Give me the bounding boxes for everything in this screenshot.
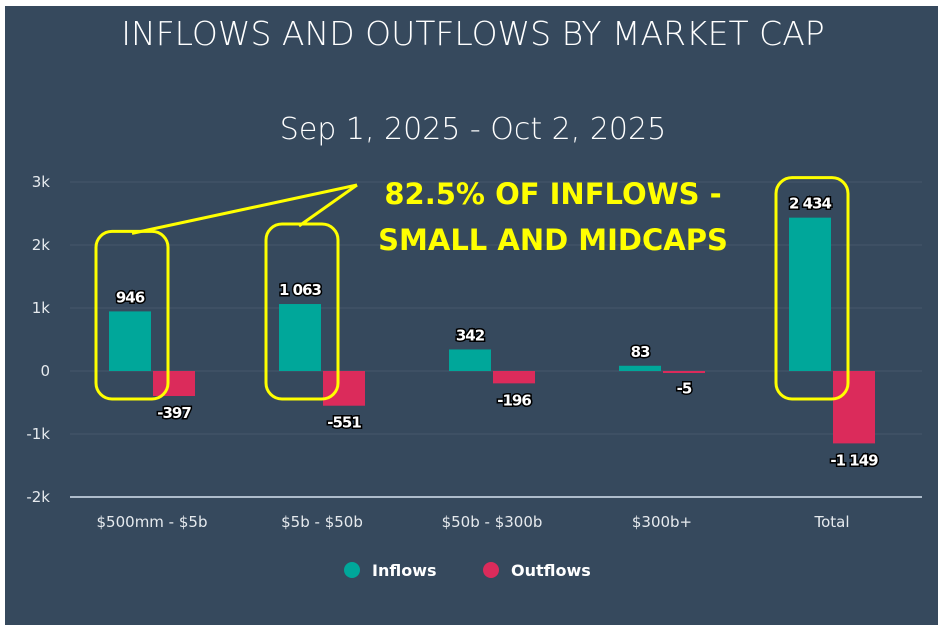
callout-line (298, 183, 358, 228)
outflow-bar (323, 371, 365, 406)
highlight-oval (94, 229, 170, 401)
inflow-value-label: 342 (456, 326, 485, 344)
y-tick-label: 2k (32, 236, 51, 254)
annotation-line-2: SMALL AND MIDCAPS (378, 223, 728, 257)
outflow-bar (493, 371, 535, 384)
legend-inflows-marker (344, 562, 360, 578)
callout-line (131, 183, 358, 235)
outflow-bar (153, 371, 195, 397)
outflow-value-label: -397 (157, 404, 191, 422)
y-axis-ticks: 3k 2k 1k 0 -1k -2k (26, 173, 50, 506)
chart-panel (5, 6, 938, 625)
category-label: $5b - $50b (281, 513, 363, 531)
chart-title: INFLOWS AND OUTFLOWS BY MARKET CAP (121, 14, 825, 53)
highlight-oval (774, 176, 850, 401)
outflow-value-label: -551 (327, 414, 361, 432)
chart-subtitle: Sep 1, 2025 - Oct 2, 2025 (279, 112, 667, 147)
inflow-value-label: 2 434 (789, 195, 832, 213)
inflow-bar (279, 304, 321, 371)
legend: Inflows Outflows (344, 561, 591, 580)
inflow-value-label: 83 (631, 343, 650, 361)
inflow-value-label: 946 (116, 288, 145, 306)
category-label: $500mm - $5b (97, 513, 208, 531)
category-label: $50b - $300b (442, 513, 543, 531)
category-label: Total (813, 513, 849, 531)
inflow-bar (449, 349, 491, 371)
legend-outflows-marker (483, 562, 499, 578)
data-labels: 946 1 063 342 83 2 434 -397 -551 -196 -5 -1 149 (114, 193, 880, 471)
y-tick-label: -2k (26, 488, 50, 506)
inflow-bar (619, 365, 661, 371)
inflow-value-label: 1 063 (279, 281, 322, 299)
legend-outflows-label: Outflows (511, 561, 591, 580)
outflow-value-label: -196 (497, 391, 531, 409)
y-tick-label: -1k (26, 425, 50, 443)
y-tick-label: 1k (32, 299, 51, 317)
y-tick-label: 0 (40, 362, 50, 380)
y-tick-label: 3k (32, 173, 51, 191)
annotation-line-1: 82.5% OF INFLOWS - (384, 177, 721, 211)
outflow-value-label: -1 149 (830, 451, 878, 469)
bars (109, 217, 875, 444)
outflow-value-label: -5 (677, 379, 692, 397)
legend-inflows-label: Inflows (372, 561, 437, 580)
category-label: $300b+ (632, 513, 692, 531)
annotation-callout: 82.5% OF INFLOWS - SMALL AND MIDCAPS (131, 177, 728, 257)
outflow-bar (663, 371, 705, 373)
outflow-bar (833, 371, 875, 444)
inflow-bar (109, 311, 151, 371)
inflow-bar (789, 217, 831, 371)
x-axis-categories: $500mm - $5b $5b - $50b $50b - $300b $300b+… (97, 513, 850, 531)
